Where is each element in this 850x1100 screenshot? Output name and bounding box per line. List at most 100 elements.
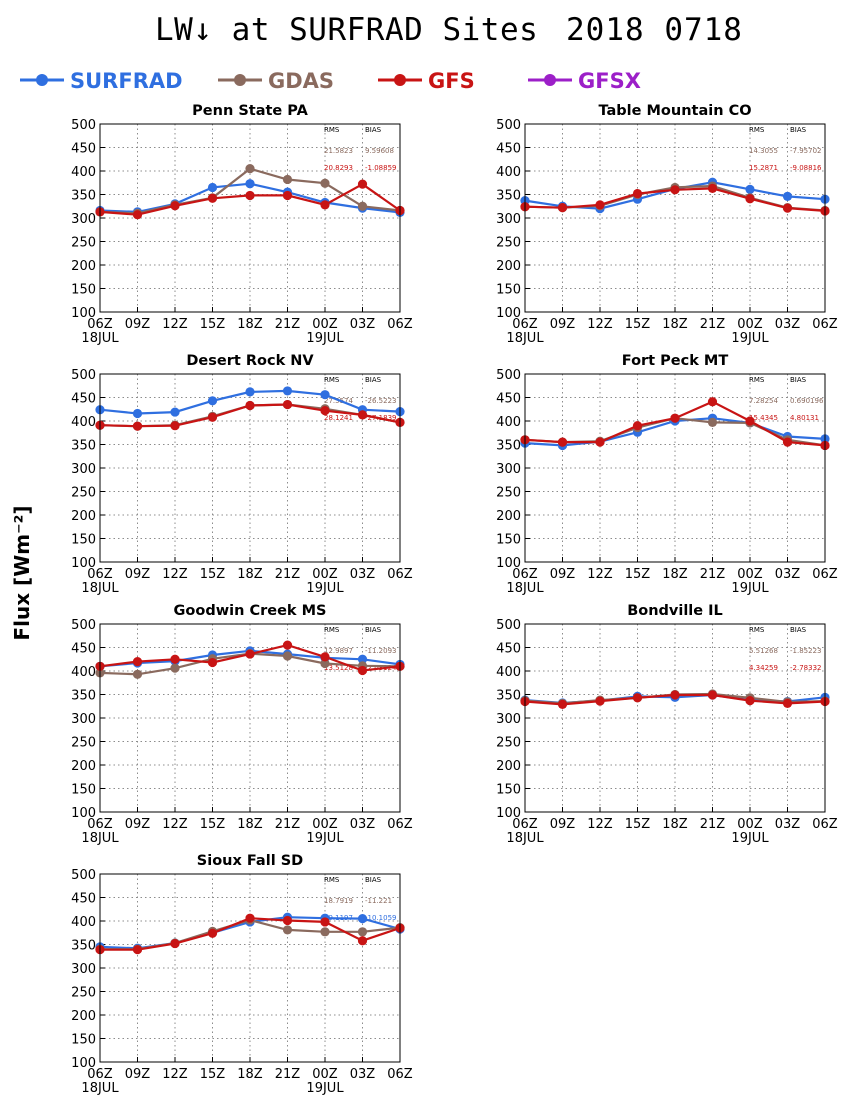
data-point — [707, 183, 718, 193]
data-point — [170, 421, 180, 431]
data-point — [557, 699, 568, 709]
y-tick-label: 350 — [71, 689, 96, 704]
y-tick-label: 250 — [71, 486, 96, 501]
data-point — [632, 421, 643, 431]
legend-item-surfrad: SURFRAD — [20, 69, 183, 93]
x-tick-label: 18Z — [237, 817, 263, 832]
x-tick-label: 18Z — [237, 317, 263, 332]
panel-title: Bondville IL — [627, 603, 723, 619]
stats-rms-value: 15.2871 — [749, 164, 778, 172]
y-tick-label: 100 — [496, 306, 521, 321]
stats-bias-value: -9.08816 — [790, 164, 822, 172]
data-point — [595, 696, 605, 706]
x-tick-label: 06Z — [387, 317, 413, 332]
stats-rms-header: RMS — [749, 126, 765, 134]
y-tick-label: 150 — [496, 283, 521, 298]
stats-rms-value: 12.9897 — [324, 647, 353, 655]
panel-sioux-fall-sd: Sioux Fall SD 100 150 200 250 300 350 400 450 500… — [71, 853, 413, 1096]
data-point — [320, 917, 330, 927]
data-point — [132, 669, 143, 679]
panel-desert-rock-nv: Desert Rock NV 100 150 200 250 300 350 400 450 50… — [71, 353, 413, 596]
x-tick-label: 03Z — [350, 817, 376, 832]
data-point — [245, 913, 255, 923]
legend-marker — [234, 74, 246, 86]
data-point — [670, 690, 680, 700]
data-point — [357, 665, 368, 676]
panel-title: Goodwin Creek MS — [174, 603, 327, 619]
x-date-label: 18JUL — [506, 331, 544, 346]
x-tick-label: 00Z — [737, 817, 763, 832]
y-tick-label: 200 — [71, 759, 96, 774]
stats-rms-value: 20.8293 — [324, 164, 353, 172]
x-date-label: 19JUL — [731, 831, 769, 846]
x-tick-label: 00Z — [312, 1067, 338, 1082]
data-point — [282, 651, 293, 661]
data-point — [320, 658, 330, 669]
data-point — [170, 654, 180, 664]
y-tick-label: 250 — [496, 486, 521, 501]
x-date-label: 19JUL — [306, 581, 344, 596]
data-point — [595, 200, 605, 210]
x-tick-label: 06Z — [87, 317, 113, 332]
data-point — [245, 400, 255, 411]
plot-frame — [99, 373, 401, 563]
x-tick-label: 00Z — [312, 317, 338, 332]
y-tick-label: 500 — [71, 368, 96, 383]
y-tick-label: 150 — [71, 533, 96, 548]
y-tick-label: 200 — [71, 1009, 96, 1024]
plot-frame — [99, 623, 401, 813]
x-tick-label: 06Z — [387, 1067, 413, 1082]
stats-bias-value: -10.1059 — [365, 914, 396, 922]
plot-frame — [524, 373, 826, 563]
stats-bias-value: -1.08859 — [365, 164, 396, 172]
data-point — [782, 203, 793, 213]
panel-title: Desert Rock NV — [186, 353, 314, 369]
x-tick-label: 03Z — [350, 567, 376, 582]
x-tick-label: 06Z — [812, 317, 838, 332]
y-tick-label: 300 — [496, 462, 521, 477]
stats-rms-value: 18.7919 — [324, 897, 353, 905]
data-point — [357, 927, 368, 937]
stats-bias-header: BIAS — [790, 376, 807, 384]
x-tick-label: 06Z — [812, 817, 838, 832]
y-tick-label: 450 — [496, 392, 521, 407]
data-point — [132, 408, 143, 419]
stats-bias-value: -7.95702 — [790, 147, 821, 155]
legend-label: SURFRAD — [70, 69, 183, 93]
stats-rms-value: 14.3055 — [749, 147, 778, 155]
stats-bias-value: -2.78332 — [790, 664, 821, 672]
y-tick-label: 350 — [496, 689, 521, 704]
x-tick-label: 06Z — [87, 1067, 113, 1082]
y-tick-label: 300 — [71, 462, 96, 477]
x-tick-label: 06Z — [87, 567, 113, 582]
x-tick-label: 12Z — [162, 567, 188, 582]
x-tick-label: 06Z — [512, 817, 538, 832]
x-tick-label: 21Z — [275, 567, 301, 582]
data-point — [207, 193, 218, 203]
data-point — [282, 915, 293, 926]
stats-rms-header: RMS — [324, 626, 340, 634]
legend-item-gdas: GDAS — [218, 69, 334, 93]
x-date-label: 18JUL — [81, 831, 119, 846]
y-tick-label: 150 — [496, 533, 521, 548]
data-point — [670, 185, 680, 195]
series-gfs — [95, 640, 405, 676]
y-tick-label: 450 — [71, 142, 96, 157]
data-point — [632, 693, 643, 703]
x-tick-label: 09Z — [125, 817, 151, 832]
y-tick-label: 200 — [496, 759, 521, 774]
y-tick-label: 100 — [71, 1056, 96, 1071]
x-tick-label: 15Z — [200, 567, 226, 582]
x-tick-label: 21Z — [700, 567, 726, 582]
data-point — [745, 416, 755, 426]
data-point — [245, 649, 255, 659]
data-point — [245, 164, 255, 174]
stats-rms-value: 7.28254 — [749, 397, 778, 405]
y-tick-label: 250 — [496, 236, 521, 251]
y-tick-label: 450 — [71, 392, 96, 407]
legend: SURFRAD GDAS GFS GFSX — [0, 60, 850, 100]
data-point — [357, 654, 368, 664]
x-tick-label: 12Z — [587, 567, 613, 582]
panel-fort-peck-mt: Fort Peck MT 100 150 200 250 300 350 400 450 500 0… — [496, 353, 838, 596]
